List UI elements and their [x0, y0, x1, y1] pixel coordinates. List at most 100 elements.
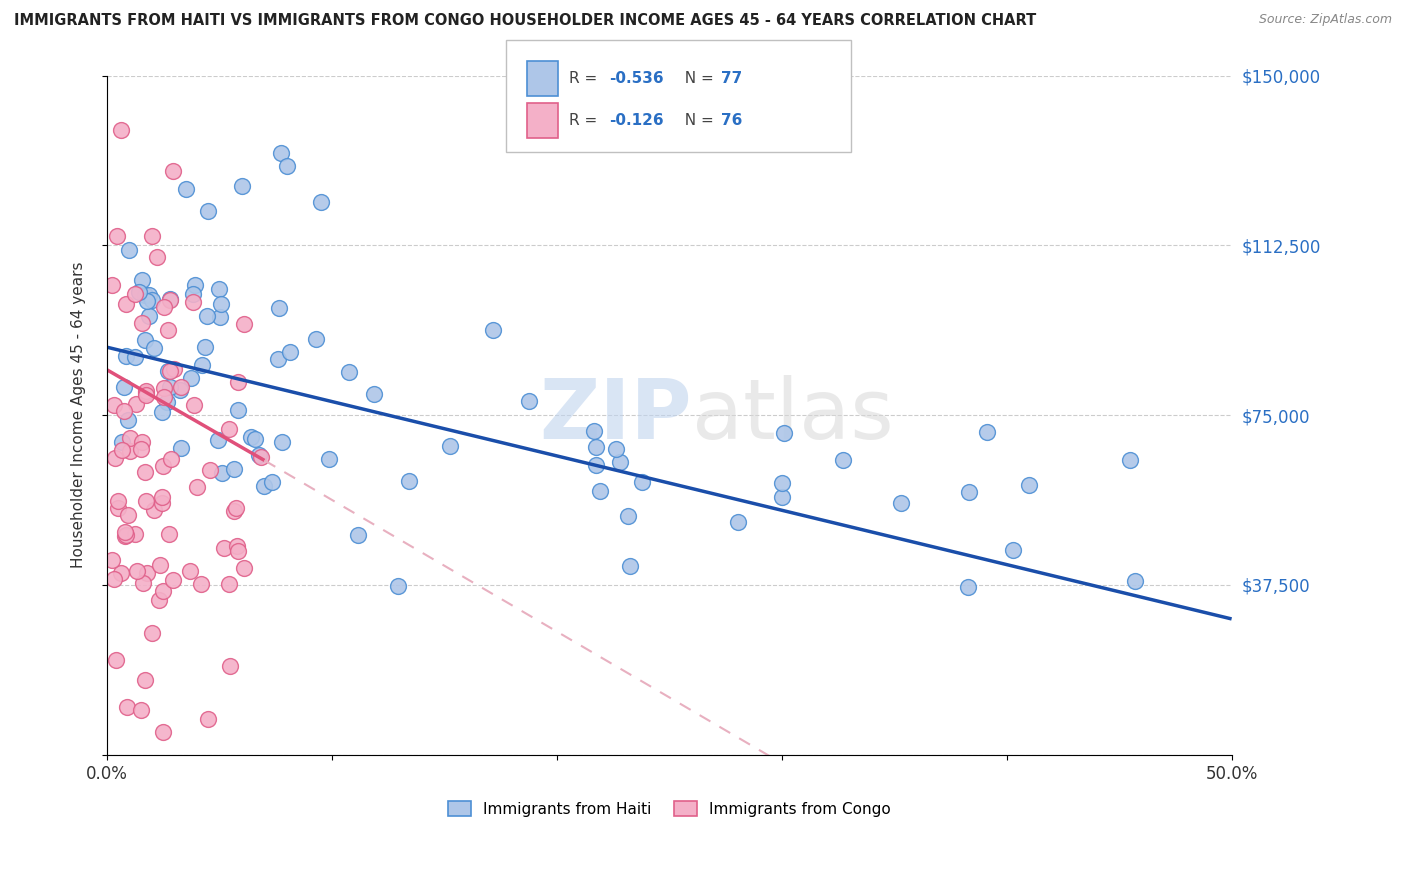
Point	[138, 309, 160, 323]
Point	[115, 297, 138, 311]
Point	[174, 182, 197, 196]
Point	[117, 699, 139, 714]
Point	[184, 277, 207, 292]
Point	[183, 399, 205, 413]
Point	[138, 288, 160, 302]
Point	[226, 403, 249, 417]
Point	[247, 448, 270, 462]
Point	[111, 442, 134, 457]
Text: -0.536: -0.536	[609, 71, 664, 86]
Point	[239, 430, 262, 444]
Point	[267, 301, 290, 315]
Point	[148, 593, 170, 607]
Y-axis label: Householder Income Ages 45 - 64 years: Householder Income Ages 45 - 64 years	[72, 262, 86, 568]
Point	[976, 425, 998, 439]
Point	[1123, 574, 1146, 588]
Point	[233, 318, 256, 332]
Point	[619, 559, 641, 574]
Point	[194, 340, 217, 354]
Point	[1018, 478, 1040, 492]
Point	[267, 351, 290, 366]
Point	[585, 440, 607, 454]
Point	[152, 381, 174, 395]
Legend: Immigrants from Haiti, Immigrants from Congo: Immigrants from Haiti, Immigrants from C…	[441, 795, 897, 822]
Text: 76: 76	[721, 113, 742, 128]
Point	[260, 475, 283, 489]
Point	[222, 462, 245, 476]
Point	[135, 494, 157, 508]
Point	[180, 371, 202, 385]
Point	[195, 309, 218, 323]
Point	[169, 383, 191, 397]
Point	[585, 458, 607, 473]
Point	[1119, 453, 1142, 467]
Point	[103, 398, 125, 412]
Point	[208, 282, 231, 296]
Point	[832, 453, 855, 467]
Point	[191, 358, 214, 372]
Point	[197, 204, 219, 219]
Point	[131, 575, 153, 590]
Point	[110, 123, 132, 137]
Point	[152, 496, 174, 510]
Point	[124, 527, 146, 541]
Point	[152, 390, 174, 404]
Point	[233, 561, 256, 575]
Point	[112, 380, 135, 394]
Point	[115, 349, 138, 363]
Point	[305, 332, 328, 346]
Point	[157, 526, 180, 541]
Point	[225, 540, 247, 554]
Point	[309, 195, 332, 210]
Point	[218, 576, 240, 591]
Point	[231, 178, 253, 193]
Point	[163, 362, 186, 376]
Point	[278, 344, 301, 359]
Point	[128, 285, 150, 300]
Point	[105, 653, 128, 667]
Point	[135, 384, 157, 399]
Point	[111, 434, 134, 449]
Point	[243, 433, 266, 447]
Point	[347, 528, 370, 542]
Point	[156, 394, 179, 409]
Point	[117, 413, 139, 427]
Point	[225, 500, 247, 515]
Point	[727, 515, 749, 529]
Point	[153, 301, 176, 315]
Point	[181, 286, 204, 301]
Text: atlas: atlas	[692, 375, 894, 456]
Point	[127, 564, 149, 578]
Point	[152, 725, 174, 739]
Point	[207, 433, 229, 447]
Point	[142, 502, 165, 516]
Point	[631, 475, 654, 489]
Text: N =: N =	[675, 113, 718, 128]
Point	[107, 501, 129, 516]
Point	[186, 480, 208, 494]
Text: ZIP: ZIP	[540, 375, 692, 456]
Point	[145, 250, 167, 264]
Text: 77: 77	[721, 71, 742, 86]
Point	[517, 394, 540, 409]
Point	[250, 450, 273, 464]
Point	[131, 316, 153, 330]
Point	[270, 146, 292, 161]
Point	[589, 484, 612, 499]
Point	[318, 452, 340, 467]
Text: -0.126: -0.126	[609, 113, 664, 128]
Point	[114, 529, 136, 543]
Point	[135, 386, 157, 401]
Point	[134, 466, 156, 480]
Point	[387, 579, 409, 593]
Point	[162, 573, 184, 587]
Point	[170, 380, 193, 394]
Point	[222, 504, 245, 518]
Point	[107, 229, 129, 244]
Point	[156, 364, 179, 378]
Point	[363, 387, 385, 401]
Point	[617, 509, 640, 524]
Point	[152, 458, 174, 473]
Point	[117, 508, 139, 523]
Point	[398, 474, 420, 488]
